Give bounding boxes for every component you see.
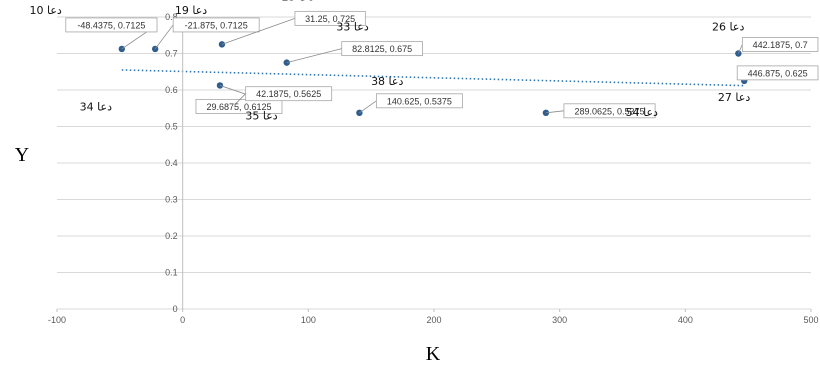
data-label-box <box>65 17 158 33</box>
data-label-box <box>375 93 463 109</box>
x-tick-label: 100 <box>301 315 316 325</box>
x-tick-label: -100 <box>48 315 66 325</box>
leader-line <box>545 110 564 114</box>
leader-line <box>221 17 296 45</box>
point-name-label: دعا 35 <box>245 110 277 123</box>
data-label: 82.8125, 0.675 <box>352 44 412 54</box>
data-label-box <box>736 65 819 81</box>
point-name-label: دعا 19 <box>175 4 207 17</box>
point-name-label: دعا 33 <box>336 21 368 34</box>
x-tick-label: 500 <box>803 315 818 325</box>
point-name-label: دعا 26 <box>712 21 744 34</box>
data-label-layer: -48.4375, 0.7125 دعا 10 -21.875, 0.7125 دعا… <box>29 0 819 123</box>
x-tick-label: 300 <box>552 315 567 325</box>
data-label-box <box>563 103 656 119</box>
y-tick-label: 0.6 <box>165 85 178 95</box>
data-label: 140.625, 0.5375 <box>387 96 452 106</box>
y-tick-label: 0.5 <box>165 122 178 132</box>
data-label: 29.6875, 0.6125 <box>206 102 271 112</box>
data-label: -21.875, 0.7125 <box>185 20 248 30</box>
data-label-box <box>195 99 283 114</box>
y-tick-label: 0.8 <box>165 12 178 22</box>
y-axis-title: Y <box>15 144 29 166</box>
leader-line <box>235 93 246 104</box>
y-tick-label: 0.1 <box>165 268 178 278</box>
x-tick-label: 200 <box>426 315 441 325</box>
y-tick-label: 0.4 <box>165 158 178 168</box>
data-label: 289.0625, 0.5375 <box>574 106 644 116</box>
data-label: 446.875, 0.625 <box>748 68 808 78</box>
trendline-layer <box>121 69 745 87</box>
point-name-label: دعا 38 <box>371 75 403 88</box>
point-name-label: دعا 29 <box>282 0 314 3</box>
data-label: 42.1875, 0.5625 <box>256 89 321 99</box>
leader-line <box>286 48 342 64</box>
data-label-box <box>172 17 260 33</box>
point-name-label: دعا 27 <box>718 91 750 104</box>
point-name-label: دعا 10 <box>29 4 61 17</box>
data-label-box <box>741 37 819 52</box>
data-label-box <box>245 86 333 102</box>
y-tick-label: 0.3 <box>165 195 178 205</box>
x-axis-title: K <box>426 343 441 365</box>
trendline <box>121 69 745 87</box>
point-name-label: دعا 34 <box>80 100 112 113</box>
y-tick-label: 0.2 <box>165 231 178 241</box>
data-label: -48.4375, 0.7125 <box>77 20 145 30</box>
data-label-box <box>294 10 366 26</box>
axis-layer: 0 0.1 0.2 0.3 0.4 0.5 0.6 0.7 0.8 -100 0 100 200 300 4… <box>48 12 819 325</box>
leader-line <box>154 24 174 50</box>
data-point <box>356 109 363 117</box>
x-tick-label: 0 <box>180 315 185 325</box>
y-tick-label: 0.7 <box>165 49 178 59</box>
data-label: 442.1875, 0.7 <box>753 40 808 50</box>
x-tick-label: 400 <box>678 315 693 325</box>
point-name-label: دعا 54 <box>626 106 658 119</box>
leader-line <box>359 100 377 114</box>
data-label: 31.25, 0.725 <box>305 14 355 24</box>
leader-line <box>737 44 743 54</box>
y-tick-label: 0 <box>173 304 178 314</box>
data-label-box <box>341 41 423 57</box>
